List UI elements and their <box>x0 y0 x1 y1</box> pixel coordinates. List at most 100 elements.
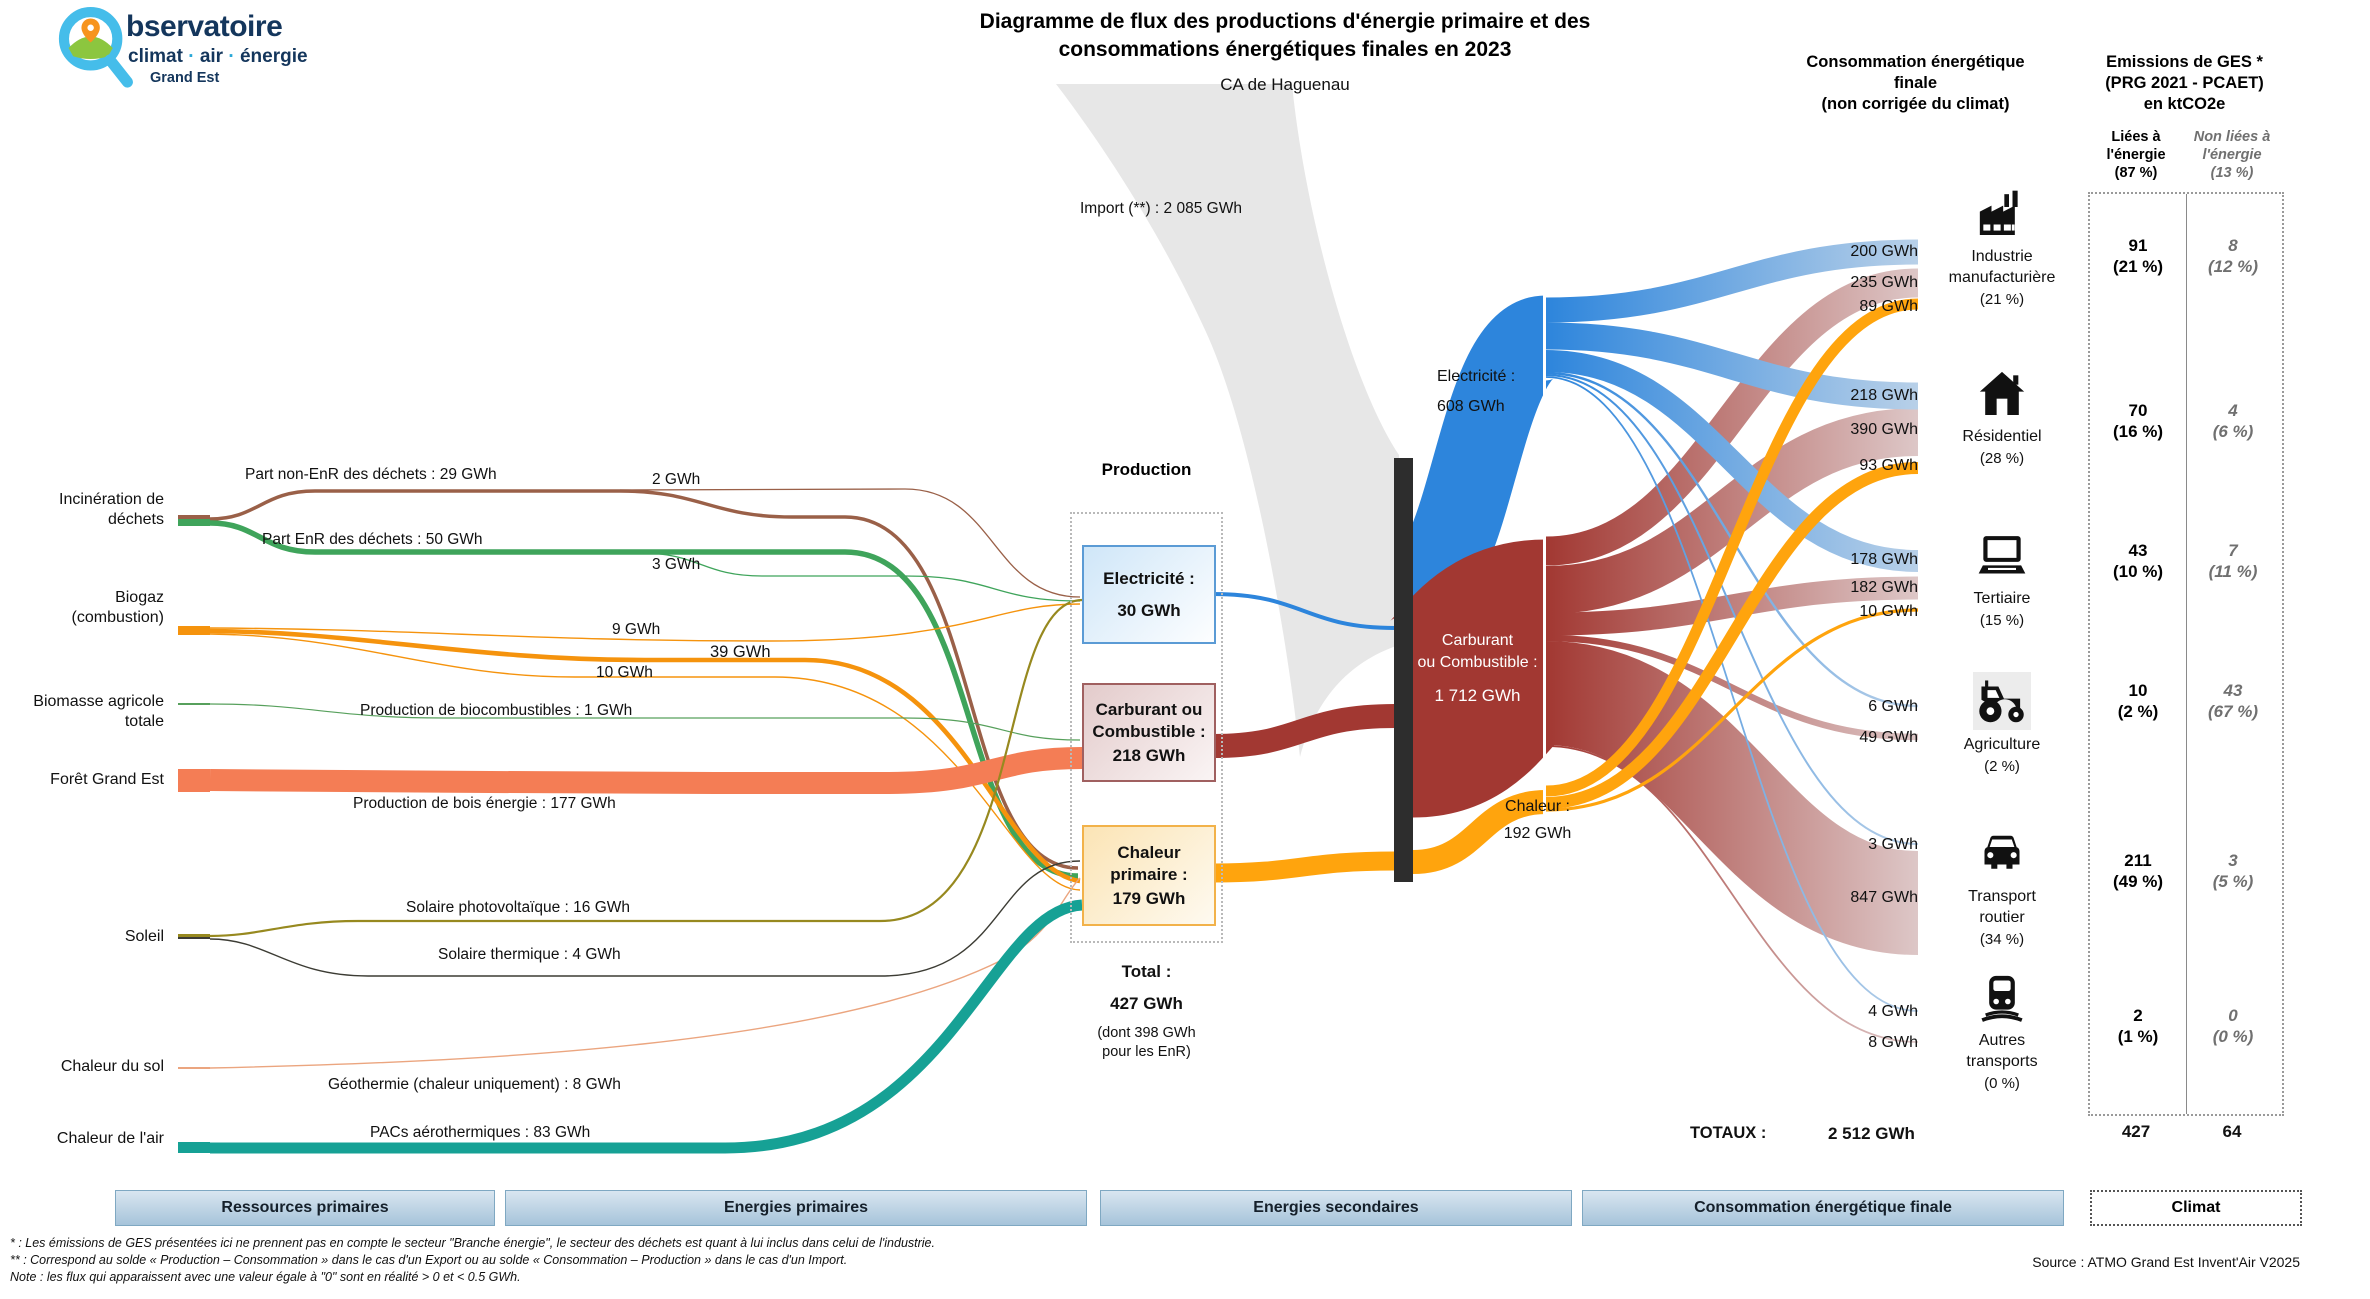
production-box-electricite-name: Electricité : <box>1103 568 1195 588</box>
sector-industrie: Industrie manufacturière (21 %) <box>1933 186 2071 308</box>
flow-solaire-thermique <box>209 860 1081 977</box>
import-arrow <box>1056 84 1399 757</box>
flow-solaire-pv <box>209 598 1083 938</box>
ges-autres-energy: 2 (1 %) <box>2117 1006 2159 1046</box>
source-biogaz: Biogaz (combustion) <box>71 589 164 626</box>
electricite-branches <box>1545 239 1919 1012</box>
flow-label-3gwh: 3 GWh <box>652 556 701 573</box>
logo-tagline: climat · air · énergie <box>128 46 308 68</box>
footnote-2: ** : Correspond au solde « Production – … <box>10 1253 848 1267</box>
to-industrie-electricite <box>1545 239 1919 323</box>
production-box-electricite-value: 30 GWh <box>1117 600 1181 620</box>
house-icon <box>1979 371 2025 415</box>
primary-flows <box>209 488 1083 1154</box>
sector-residentiel-name: Résidentiel <box>1962 428 2042 445</box>
sector-tertiaire-share: (15 %) <box>1979 612 2025 629</box>
bundle-carburant <box>1386 539 1564 818</box>
totals-ges-other: 64 <box>2222 1122 2242 1141</box>
source-biomasse: Biomasse agricole totale <box>33 693 164 730</box>
ges-transport-energy: 211 (49 %) <box>2112 851 2164 891</box>
transport-carb-value: 847 GWh <box>1850 889 1918 906</box>
industrie-chaleur-value: 89 GWh <box>1859 298 1918 315</box>
legend-ressources-primaires: Ressources primaires <box>115 1190 495 1226</box>
legend-energies-primaires: Energies primaires <box>505 1190 1087 1226</box>
flow-label-solaire-pv: Solaire photovoltaïque : 16 GWh <box>406 899 631 916</box>
flow-label-10gwh: 10 GWh <box>596 664 653 681</box>
ges-agriculture-other: 43 (67 %) <box>2207 681 2259 721</box>
industrie-carb-value: 235 GWh <box>1850 274 1918 291</box>
to-industrie-carburant <box>1545 268 1919 566</box>
secondary-chaleur-name: Chaleur : <box>1505 798 1570 815</box>
sector-transport-routier: Transport routier (34 %) <box>1933 826 2071 948</box>
production-box-chaleur-value: 179 GWh <box>1112 888 1186 908</box>
flow-biogaz-chaleur-10 <box>209 633 1081 891</box>
flow-prod-electricite <box>1212 592 1396 630</box>
production-box-carburant-name: Carburant ou Combustible : <box>1092 699 1206 741</box>
import-label: Import (**) : 2 085 GWh <box>1080 200 1242 217</box>
production-box-chaleur-name: Chaleur primaire : <box>1110 842 1188 884</box>
production-total-value: 427 GWh <box>1110 994 1183 1013</box>
sector-residentiel-share: (28 %) <box>1979 450 2025 467</box>
ges-tertiaire-other: 7 (11 %) <box>2208 541 2258 581</box>
ges-residentiel-energy: 70 (16 %) <box>2112 401 2164 441</box>
logo-tagline-energie: énergie <box>239 46 308 67</box>
source-chaleur-air: Chaleur de l'air <box>56 1130 164 1147</box>
production-box-chaleur: Chaleur primaire : 179 GWh <box>1082 825 1216 926</box>
production-total-note: (dont 398 GWh pour les EnR) <box>1097 1025 1196 1060</box>
train-icon <box>1981 975 2023 1022</box>
autres-elec-value: 4 GWh <box>1868 1003 1918 1020</box>
chaleur-branches <box>1545 298 1919 812</box>
production-total-label: Total : <box>1121 962 1172 981</box>
emissions-table: 91 (21 %) 8 (12 %) 70 (16 %) 4 (6 %) 43 … <box>2088 192 2284 1116</box>
tractor-icon <box>1973 672 2031 730</box>
source-incineration: Incinération de déchets <box>59 491 164 528</box>
autres-carb-value: 8 GWh <box>1868 1034 1918 1051</box>
flow-biogaz-elec <box>209 603 1081 642</box>
production-box-carburant-value: 218 GWh <box>1112 745 1186 765</box>
flow-pacs-aerothermiques <box>210 899 1083 1154</box>
production-box-electricite: Electricité : 30 GWh <box>1082 545 1216 644</box>
to-transport-electricite <box>1545 374 1919 845</box>
ges-tertiaire-energy: 43 (10 %) <box>2112 541 2164 581</box>
consumption-bar <box>1394 458 1413 882</box>
source-foret: Forêt Grand Est <box>50 771 164 788</box>
residentiel-carb-value: 390 GWh <box>1850 421 1918 438</box>
sector-industrie-name: Industrie manufacturière <box>1948 248 2056 286</box>
page-title: Diagramme de flux des productions d'éner… <box>979 10 1591 61</box>
flow-prod-carburant <box>1212 704 1396 758</box>
sector-industrie-share: (21 %) <box>1979 291 2025 308</box>
sector-agriculture: Agriculture (2 %) <box>1933 672 2071 775</box>
secondary-carburant-name: Carburant ou Combustible : <box>1417 632 1538 671</box>
laptop-icon <box>1978 536 2026 574</box>
ges-agriculture-energy: 10 (2 %) <box>2117 681 2159 721</box>
flow-biogaz-chaleur-39 <box>209 628 1081 884</box>
to-autres-electricite <box>1545 376 1919 1012</box>
secondary-electricite-label: Electricité : 608 GWh <box>1437 368 1516 415</box>
bundle-chaleur <box>1412 790 1547 874</box>
flow-label-solaire-thermique: Solaire thermique : 4 GWh <box>438 946 621 963</box>
to-residentiel-electricite <box>1545 322 1919 410</box>
to-agriculture-carburant <box>1545 634 1919 741</box>
sector-tertiaire-name: Tertiaire <box>1973 590 2031 607</box>
consumption-header: Consommation énergétique finale (non cor… <box>1806 53 2025 113</box>
flow-label-bois-energie: Production de bois énergie : 177 GWh <box>353 795 616 812</box>
tertiaire-chaleur-value: 10 GWh <box>1859 603 1918 620</box>
secondary-bundles <box>1386 295 1564 874</box>
sector-transport-routier-name: Transport routier <box>1968 888 2036 926</box>
agriculture-elec-value: 6 GWh <box>1868 698 1918 715</box>
flow-label-biocombustibles: Production de biocombustibles : 1 GWh <box>360 702 633 719</box>
page-subtitle: CA de Haguenau <box>1220 75 1350 94</box>
source-credit: Source : ATMO Grand Est Invent'Air V2025 <box>2032 1254 2300 1270</box>
production-box-carburant: Carburant ou Combustible : 218 GWh <box>1082 683 1216 782</box>
sector-autres-transports-name: Autres transports <box>1966 1032 2038 1070</box>
flow-prod-chaleur <box>1212 851 1396 883</box>
footnote-3: Note : les flux qui apparaissent avec un… <box>10 1270 521 1284</box>
tertiaire-carb-value: 182 GWh <box>1850 579 1918 596</box>
flow-label-39gwh: 39 GWh <box>710 643 771 661</box>
totals-ges-energy: 427 <box>2121 1122 2151 1141</box>
source-chaleur-sol: Chaleur du sol <box>60 1058 164 1075</box>
to-tertiaire-carburant <box>1545 576 1919 636</box>
source-soleil: Soleil <box>124 928 164 945</box>
